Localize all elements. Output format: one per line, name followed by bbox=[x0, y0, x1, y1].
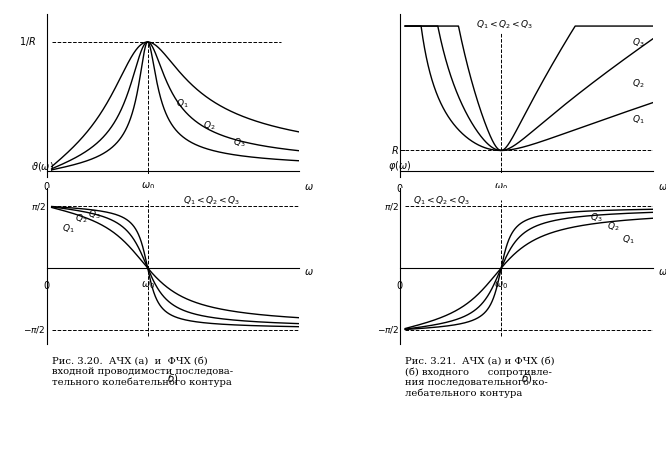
Text: $-\pi/2$: $-\pi/2$ bbox=[377, 324, 399, 336]
Text: $\omega$: $\omega$ bbox=[304, 183, 314, 192]
Text: $\varphi(\omega)$: $\varphi(\omega)$ bbox=[388, 159, 411, 173]
Text: $Q_1$: $Q_1$ bbox=[62, 223, 75, 235]
Text: $\vartheta(\omega)$: $\vartheta(\omega)$ bbox=[31, 160, 55, 173]
Text: $\omega_0$: $\omega_0$ bbox=[141, 180, 155, 192]
Text: $\omega$: $\omega$ bbox=[304, 267, 314, 277]
Text: $\omega$: $\omega$ bbox=[658, 267, 666, 277]
Text: $Q_2$: $Q_2$ bbox=[607, 220, 620, 233]
Text: $Q_3$: $Q_3$ bbox=[234, 136, 246, 149]
Text: $Q_2$: $Q_2$ bbox=[75, 212, 87, 225]
Text: Рис. 3.20.  АЧХ (а)  и  ФЧХ (б)
входной проводимости последова-
тельного колебат: Рис. 3.20. АЧХ (а) и ФЧХ (б) входной про… bbox=[52, 356, 233, 387]
Text: $Q_2$: $Q_2$ bbox=[203, 119, 216, 132]
Text: $а)$: $а)$ bbox=[521, 199, 532, 212]
Text: $Q_3$: $Q_3$ bbox=[88, 208, 101, 221]
Text: $Q_1 < Q_2 < Q_3$: $Q_1 < Q_2 < Q_3$ bbox=[178, 0, 235, 1]
Text: $\pi/2$: $\pi/2$ bbox=[384, 201, 399, 212]
Text: $\pi/2$: $\pi/2$ bbox=[31, 201, 45, 212]
Text: $\omega_0$: $\omega_0$ bbox=[494, 279, 508, 291]
Text: $Q_1$: $Q_1$ bbox=[633, 113, 645, 126]
Text: $Q_1 < Q_2 < Q_3$: $Q_1 < Q_2 < Q_3$ bbox=[476, 19, 533, 31]
Text: $0$: $0$ bbox=[43, 180, 51, 192]
Text: Рис. 3.21.  АЧХ (а) и ФЧХ (б)
(б) входного      сопротивле-
ния последовательног: Рис. 3.21. АЧХ (а) и ФЧХ (б) (б) входног… bbox=[405, 356, 555, 398]
Text: $-\pi/2$: $-\pi/2$ bbox=[23, 324, 45, 336]
Text: $R$: $R$ bbox=[392, 144, 399, 157]
Text: $а)$: $а)$ bbox=[167, 200, 178, 213]
Text: $\omega$: $\omega$ bbox=[658, 183, 666, 192]
Text: $Q_3$: $Q_3$ bbox=[633, 36, 645, 49]
Text: $Q_3$: $Q_3$ bbox=[590, 212, 603, 224]
Text: $0$: $0$ bbox=[43, 279, 51, 291]
Text: $Q_1 < Q_2 < Q_3$: $Q_1 < Q_2 < Q_3$ bbox=[183, 195, 240, 207]
Text: $1/R$: $1/R$ bbox=[19, 35, 37, 48]
Text: $\omega_0$: $\omega_0$ bbox=[141, 279, 155, 291]
Text: $б)$: $б)$ bbox=[521, 371, 532, 385]
Text: $0$: $0$ bbox=[396, 182, 404, 193]
Text: $Q_1$: $Q_1$ bbox=[176, 98, 188, 110]
Text: $Q_2$: $Q_2$ bbox=[633, 78, 645, 90]
Text: $Q_1$: $Q_1$ bbox=[622, 233, 635, 246]
Text: $б)$: $б)$ bbox=[167, 371, 178, 385]
Text: $0$: $0$ bbox=[396, 279, 404, 291]
Text: $\omega_0$: $\omega_0$ bbox=[494, 182, 508, 193]
Text: $Q_1 < Q_2 < Q_3$: $Q_1 < Q_2 < Q_3$ bbox=[413, 195, 470, 207]
